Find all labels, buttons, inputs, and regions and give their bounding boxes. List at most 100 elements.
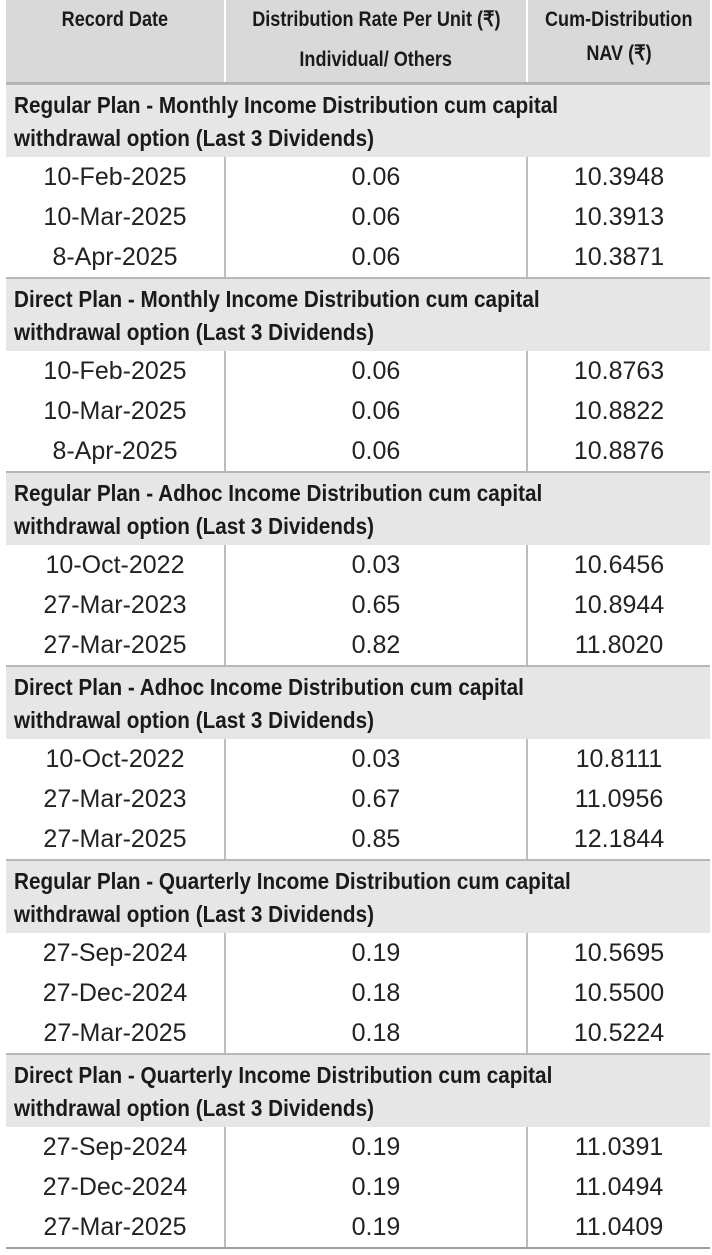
cum-nav-cell: 11.0409 xyxy=(574,1212,664,1241)
section-title: Direct Plan - Monthly Income Distributio… xyxy=(6,277,710,351)
cum-nav-cell: 10.3871 xyxy=(573,242,665,271)
cum-nav-cell: 12.1844 xyxy=(573,824,665,853)
section-title-line1: Direct Plan - Monthly Income Distributio… xyxy=(14,286,540,312)
distribution-rate-cell: 0.18 xyxy=(226,973,528,1013)
section-title: Regular Plan - Monthly Income Distributi… xyxy=(6,83,710,157)
distribution-rate-cell: 0.67 xyxy=(226,779,528,819)
cum-nav-cell: 10.5224 xyxy=(573,1018,665,1047)
record-date-cell: 27-Mar-2023 xyxy=(6,779,226,819)
table-row: 27-Mar-2023 0.67 11.0956 xyxy=(6,779,710,819)
record-date-cell: 10-Feb-2025 xyxy=(6,157,226,197)
header-nav-line2: NAV (₹) xyxy=(586,42,652,65)
distribution-rate-cell: 0.19 xyxy=(226,1167,528,1207)
cum-nav-cell: 10.5500 xyxy=(573,978,665,1007)
record-date-cell: 27-Sep-2024 xyxy=(6,933,226,973)
distribution-rate-cell: 0.82 xyxy=(226,625,528,665)
record-date-cell: 27-Dec-2024 xyxy=(6,973,226,1013)
record-date-cell: 8-Apr-2025 xyxy=(6,431,226,471)
section-title-line2: withdrawal option (Last 3 Dividends) xyxy=(14,125,374,151)
section-title: Direct Plan - Quarterly Income Distribut… xyxy=(6,1053,710,1127)
cum-nav-cell: 10.8944 xyxy=(573,590,665,619)
section-title: Regular Plan - Adhoc Income Distribution… xyxy=(6,471,710,545)
table-row: 27-Dec-2024 0.19 11.0494 xyxy=(6,1167,710,1207)
cum-nav-cell: 10.5695 xyxy=(573,938,665,967)
record-date-cell: 10-Oct-2022 xyxy=(6,545,226,585)
section-title-line1: Direct Plan - Quarterly Income Distribut… xyxy=(14,1062,553,1088)
record-date-cell: 27-Mar-2025 xyxy=(6,625,226,665)
section-title: Direct Plan - Adhoc Income Distribution … xyxy=(6,665,710,739)
distribution-rate-cell: 0.19 xyxy=(226,1127,528,1167)
record-date-cell: 27-Dec-2024 xyxy=(6,1167,226,1207)
header-cum-nav: Cum-Distribution NAV (₹) xyxy=(528,0,710,82)
distribution-rate-cell: 0.06 xyxy=(226,157,528,197)
section-title-line2: withdrawal option (Last 3 Dividends) xyxy=(14,319,374,345)
section-title-line2: withdrawal option (Last 3 Dividends) xyxy=(14,1095,374,1121)
header-rate-line2: Individual/ Others xyxy=(299,48,453,71)
table-row: 10-Mar-2025 0.06 10.8822 xyxy=(6,391,710,431)
table-header: Record Date Distribution Rate Per Unit (… xyxy=(6,0,710,83)
record-date-cell: 8-Apr-2025 xyxy=(6,237,226,277)
table-row: 27-Mar-2025 0.85 12.1844 xyxy=(6,819,710,859)
section-title-line2: withdrawal option (Last 3 Dividends) xyxy=(14,513,374,539)
section-title-line1: Direct Plan - Adhoc Income Distribution … xyxy=(14,674,524,700)
cum-nav-cell: 10.8876 xyxy=(573,436,665,465)
cum-nav-cell: 11.0956 xyxy=(574,784,664,813)
distribution-rate-cell: 0.06 xyxy=(226,197,528,237)
cum-nav-cell: 10.3913 xyxy=(573,202,665,231)
record-date-cell: 27-Sep-2024 xyxy=(6,1127,226,1167)
distribution-rate-cell: 0.85 xyxy=(226,819,528,859)
cum-nav-cell: 11.8020 xyxy=(574,630,664,659)
cum-nav-cell: 10.8763 xyxy=(573,356,665,385)
distribution-rate-cell: 0.06 xyxy=(226,431,528,471)
record-date-cell: 27-Mar-2023 xyxy=(6,585,226,625)
cum-nav-cell: 10.6456 xyxy=(573,550,665,579)
table-row: 27-Dec-2024 0.18 10.5500 xyxy=(6,973,710,1013)
cum-nav-cell: 11.0391 xyxy=(574,1132,664,1161)
table-row: 27-Sep-2024 0.19 11.0391 xyxy=(6,1127,710,1167)
record-date-cell: 27-Mar-2025 xyxy=(6,1013,226,1053)
distribution-rate-cell: 0.18 xyxy=(226,1013,528,1053)
cum-nav-cell: 11.0494 xyxy=(574,1172,664,1201)
table-row: 27-Sep-2024 0.19 10.5695 xyxy=(6,933,710,973)
distribution-rate-cell: 0.06 xyxy=(226,237,528,277)
record-date-cell: 10-Feb-2025 xyxy=(6,351,226,391)
section-title-line1: Regular Plan - Adhoc Income Distribution… xyxy=(14,480,543,506)
header-rate-line1: Distribution Rate Per Unit (₹) xyxy=(251,8,501,31)
table-bottom-border xyxy=(6,1247,710,1249)
record-date-cell: 10-Oct-2022 xyxy=(6,739,226,779)
table-body: Regular Plan - Monthly Income Distributi… xyxy=(6,83,710,1247)
section-title-line1: Regular Plan - Monthly Income Distributi… xyxy=(14,92,559,118)
distribution-rate-cell: 0.65 xyxy=(226,585,528,625)
header-record-date-label: Record Date xyxy=(61,8,169,31)
header-record-date: Record Date xyxy=(6,0,226,82)
table-row: 27-Mar-2023 0.65 10.8944 xyxy=(6,585,710,625)
header-distribution-rate: Distribution Rate Per Unit (₹) Individua… xyxy=(226,0,528,82)
table-row: 10-Oct-2022 0.03 10.8111 xyxy=(6,739,710,779)
record-date-cell: 10-Mar-2025 xyxy=(6,197,226,237)
table-row: 27-Mar-2025 0.82 11.8020 xyxy=(6,625,710,665)
distribution-rate-cell: 0.06 xyxy=(226,351,528,391)
table-row: 8-Apr-2025 0.06 10.3871 xyxy=(6,237,710,277)
section-title-line2: withdrawal option (Last 3 Dividends) xyxy=(14,901,374,927)
distribution-rate-cell: 0.06 xyxy=(226,391,528,431)
table-row: 27-Mar-2025 0.18 10.5224 xyxy=(6,1013,710,1053)
cum-nav-cell: 10.8111 xyxy=(575,744,663,773)
table-row: 10-Oct-2022 0.03 10.6456 xyxy=(6,545,710,585)
table-row: 10-Feb-2025 0.06 10.3948 xyxy=(6,157,710,197)
section-title: Regular Plan - Quarterly Income Distribu… xyxy=(6,859,710,933)
distribution-rate-cell: 0.03 xyxy=(226,739,528,779)
distribution-rate-cell: 0.19 xyxy=(226,1207,528,1247)
record-date-cell: 27-Mar-2025 xyxy=(6,819,226,859)
record-date-cell: 10-Mar-2025 xyxy=(6,391,226,431)
cum-nav-cell: 10.3948 xyxy=(573,162,665,191)
section-title-line1: Regular Plan - Quarterly Income Distribu… xyxy=(14,868,571,894)
header-nav-line1: Cum-Distribution xyxy=(545,8,693,31)
table-row: 8-Apr-2025 0.06 10.8876 xyxy=(6,431,710,471)
dividend-table: Record Date Distribution Rate Per Unit (… xyxy=(6,0,710,1249)
table-row: 27-Mar-2025 0.19 11.0409 xyxy=(6,1207,710,1247)
record-date-cell: 27-Mar-2025 xyxy=(6,1207,226,1247)
section-title-line2: withdrawal option (Last 3 Dividends) xyxy=(14,707,374,733)
table-row: 10-Feb-2025 0.06 10.8763 xyxy=(6,351,710,391)
distribution-rate-cell: 0.19 xyxy=(226,933,528,973)
cum-nav-cell: 10.8822 xyxy=(573,396,665,425)
